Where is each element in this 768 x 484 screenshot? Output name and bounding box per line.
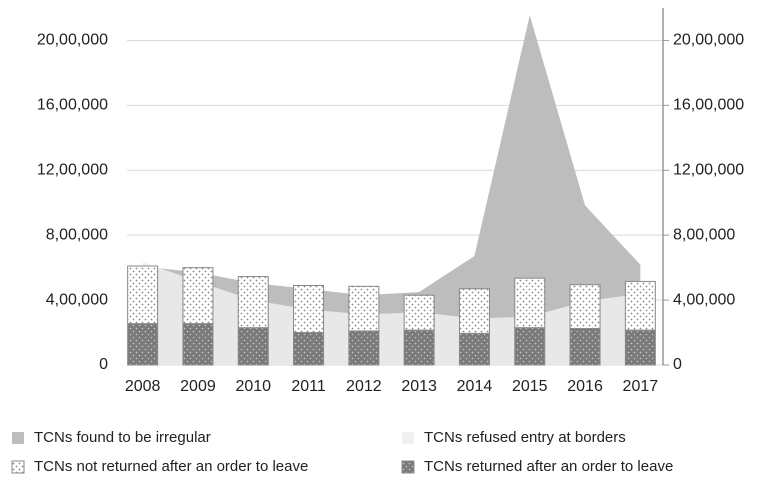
bar [127,265,159,325]
legend-label: TCNs not returned after an order to leav… [34,458,308,475]
y2-tick-label: 12,00,000 [673,161,744,178]
bar [237,327,269,366]
legend: TCNs found to be irregular TCNs refused e… [11,429,673,475]
y-tick-label: 8,00,000 [46,226,108,243]
x-tick-label: 2009 [180,378,216,395]
bar [348,330,380,366]
bar [514,277,546,329]
y2-tick-label: 0 [673,356,682,373]
y-tick-label: 0 [99,356,108,373]
area [142,15,641,365]
x-tick-label: 2008 [125,378,161,395]
bar [458,288,490,334]
y-tick-label: 16,00,000 [37,97,108,114]
bar [237,276,269,329]
y-tick-label: 12,00,000 [37,161,108,178]
bar [569,284,601,329]
bar [569,327,601,366]
bar [403,329,435,366]
bar [403,294,435,331]
x-tick-label: 2010 [235,378,271,395]
y2-tick-label: 4,00,000 [673,291,735,308]
y2-tick-label: 16,00,000 [673,97,744,114]
legend-swatch [11,460,25,474]
bar [127,323,159,366]
x-tick-label: 2016 [567,378,603,395]
x-tick-label: 2015 [512,378,548,395]
legend-label: TCNs returned after an order to leave [424,458,673,475]
bar [348,285,380,332]
bar [624,280,656,331]
y2-tick-label: 20,00,000 [673,32,744,49]
y-tick-label: 20,00,000 [37,32,108,49]
legend-swatch [12,432,24,444]
x-tick-label: 2012 [346,378,382,395]
bar [624,329,656,366]
bar [293,284,325,334]
bar [514,327,546,366]
bar [182,267,214,325]
legend-swatch [402,432,414,444]
x-tick-label: 2014 [457,378,493,395]
bar [293,332,325,366]
y2-tick-label: 8,00,000 [673,226,735,243]
bar [182,323,214,366]
x-tick-label: 2017 [623,378,659,395]
y-tick-label: 4,00,000 [46,291,108,308]
legend-label: TCNs refused entry at borders [424,429,626,446]
legend-swatch [401,460,415,474]
legend-label: TCNs found to be irregular [34,429,211,446]
bar [458,332,490,366]
x-tick-label: 2013 [401,378,437,395]
x-tick-label: 2011 [291,378,326,395]
